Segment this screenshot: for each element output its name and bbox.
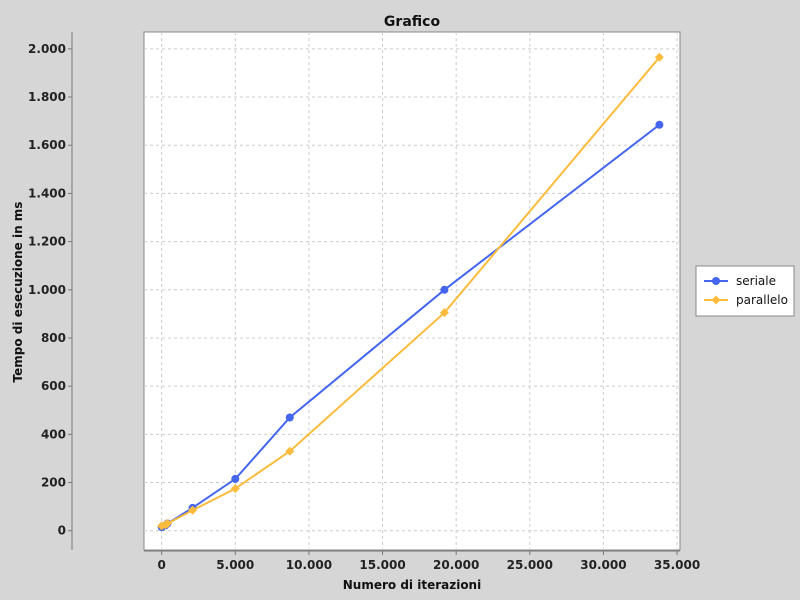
data-point-parallelo: [654, 52, 664, 62]
y-tick-label: 1.600: [28, 138, 66, 152]
legend-marker-parallelo: [711, 295, 721, 305]
x-tick-label: 0: [157, 558, 165, 572]
x-tick-label: 20.000: [433, 558, 479, 572]
y-axis-label: Tempo di esecuzione in ms: [11, 202, 25, 383]
data-point-parallelo: [163, 518, 173, 528]
data-point-seriale: [231, 474, 240, 483]
y-tick-label: 1.800: [28, 90, 66, 104]
legend-label-seriale: seriale: [736, 274, 776, 288]
x-axis-label: Numero di iterazioni: [343, 578, 481, 592]
data-point-parallelo: [188, 505, 198, 515]
data-point-parallelo: [230, 484, 240, 494]
legend-marker-seriale: [712, 277, 720, 285]
data-point-parallelo: [439, 308, 449, 318]
y-tick-label: 1.400: [28, 186, 66, 200]
legend: seriale parallelo: [695, 265, 795, 317]
y-tick-label: 400: [41, 427, 66, 441]
plot-background: [143, 31, 681, 551]
x-tick-label: 30.000: [580, 558, 626, 572]
x-tick-label: 5.000: [216, 558, 254, 572]
y-tick-label: 1.200: [28, 235, 66, 249]
x-tick-label: 15.000: [359, 558, 405, 572]
chart-title: Grafico: [384, 14, 441, 30]
y-tick-label: 2.000: [28, 42, 66, 56]
y-tick-label: 600: [41, 379, 66, 393]
data-point-parallelo: [285, 446, 295, 456]
data-point-seriale: [655, 120, 664, 129]
y-tick-label: 1.000: [28, 283, 66, 297]
x-tick-label: 10.000: [286, 558, 332, 572]
x-tick-label: 25.000: [507, 558, 553, 572]
data-point-seriale: [285, 413, 294, 422]
y-tick-label: 0: [58, 524, 66, 538]
x-tick-label: 35.000: [654, 558, 700, 572]
y-tick-label: 800: [41, 331, 66, 345]
plot-area: 0 200 400 600 800 1.000 1.200 1.400 1.600 1.800 2.…: [28, 31, 700, 572]
data-point-seriale: [440, 285, 449, 294]
legend-box: [695, 265, 795, 317]
legend-label-parallelo: parallelo: [736, 293, 788, 307]
y-tick-label: 200: [41, 476, 66, 490]
